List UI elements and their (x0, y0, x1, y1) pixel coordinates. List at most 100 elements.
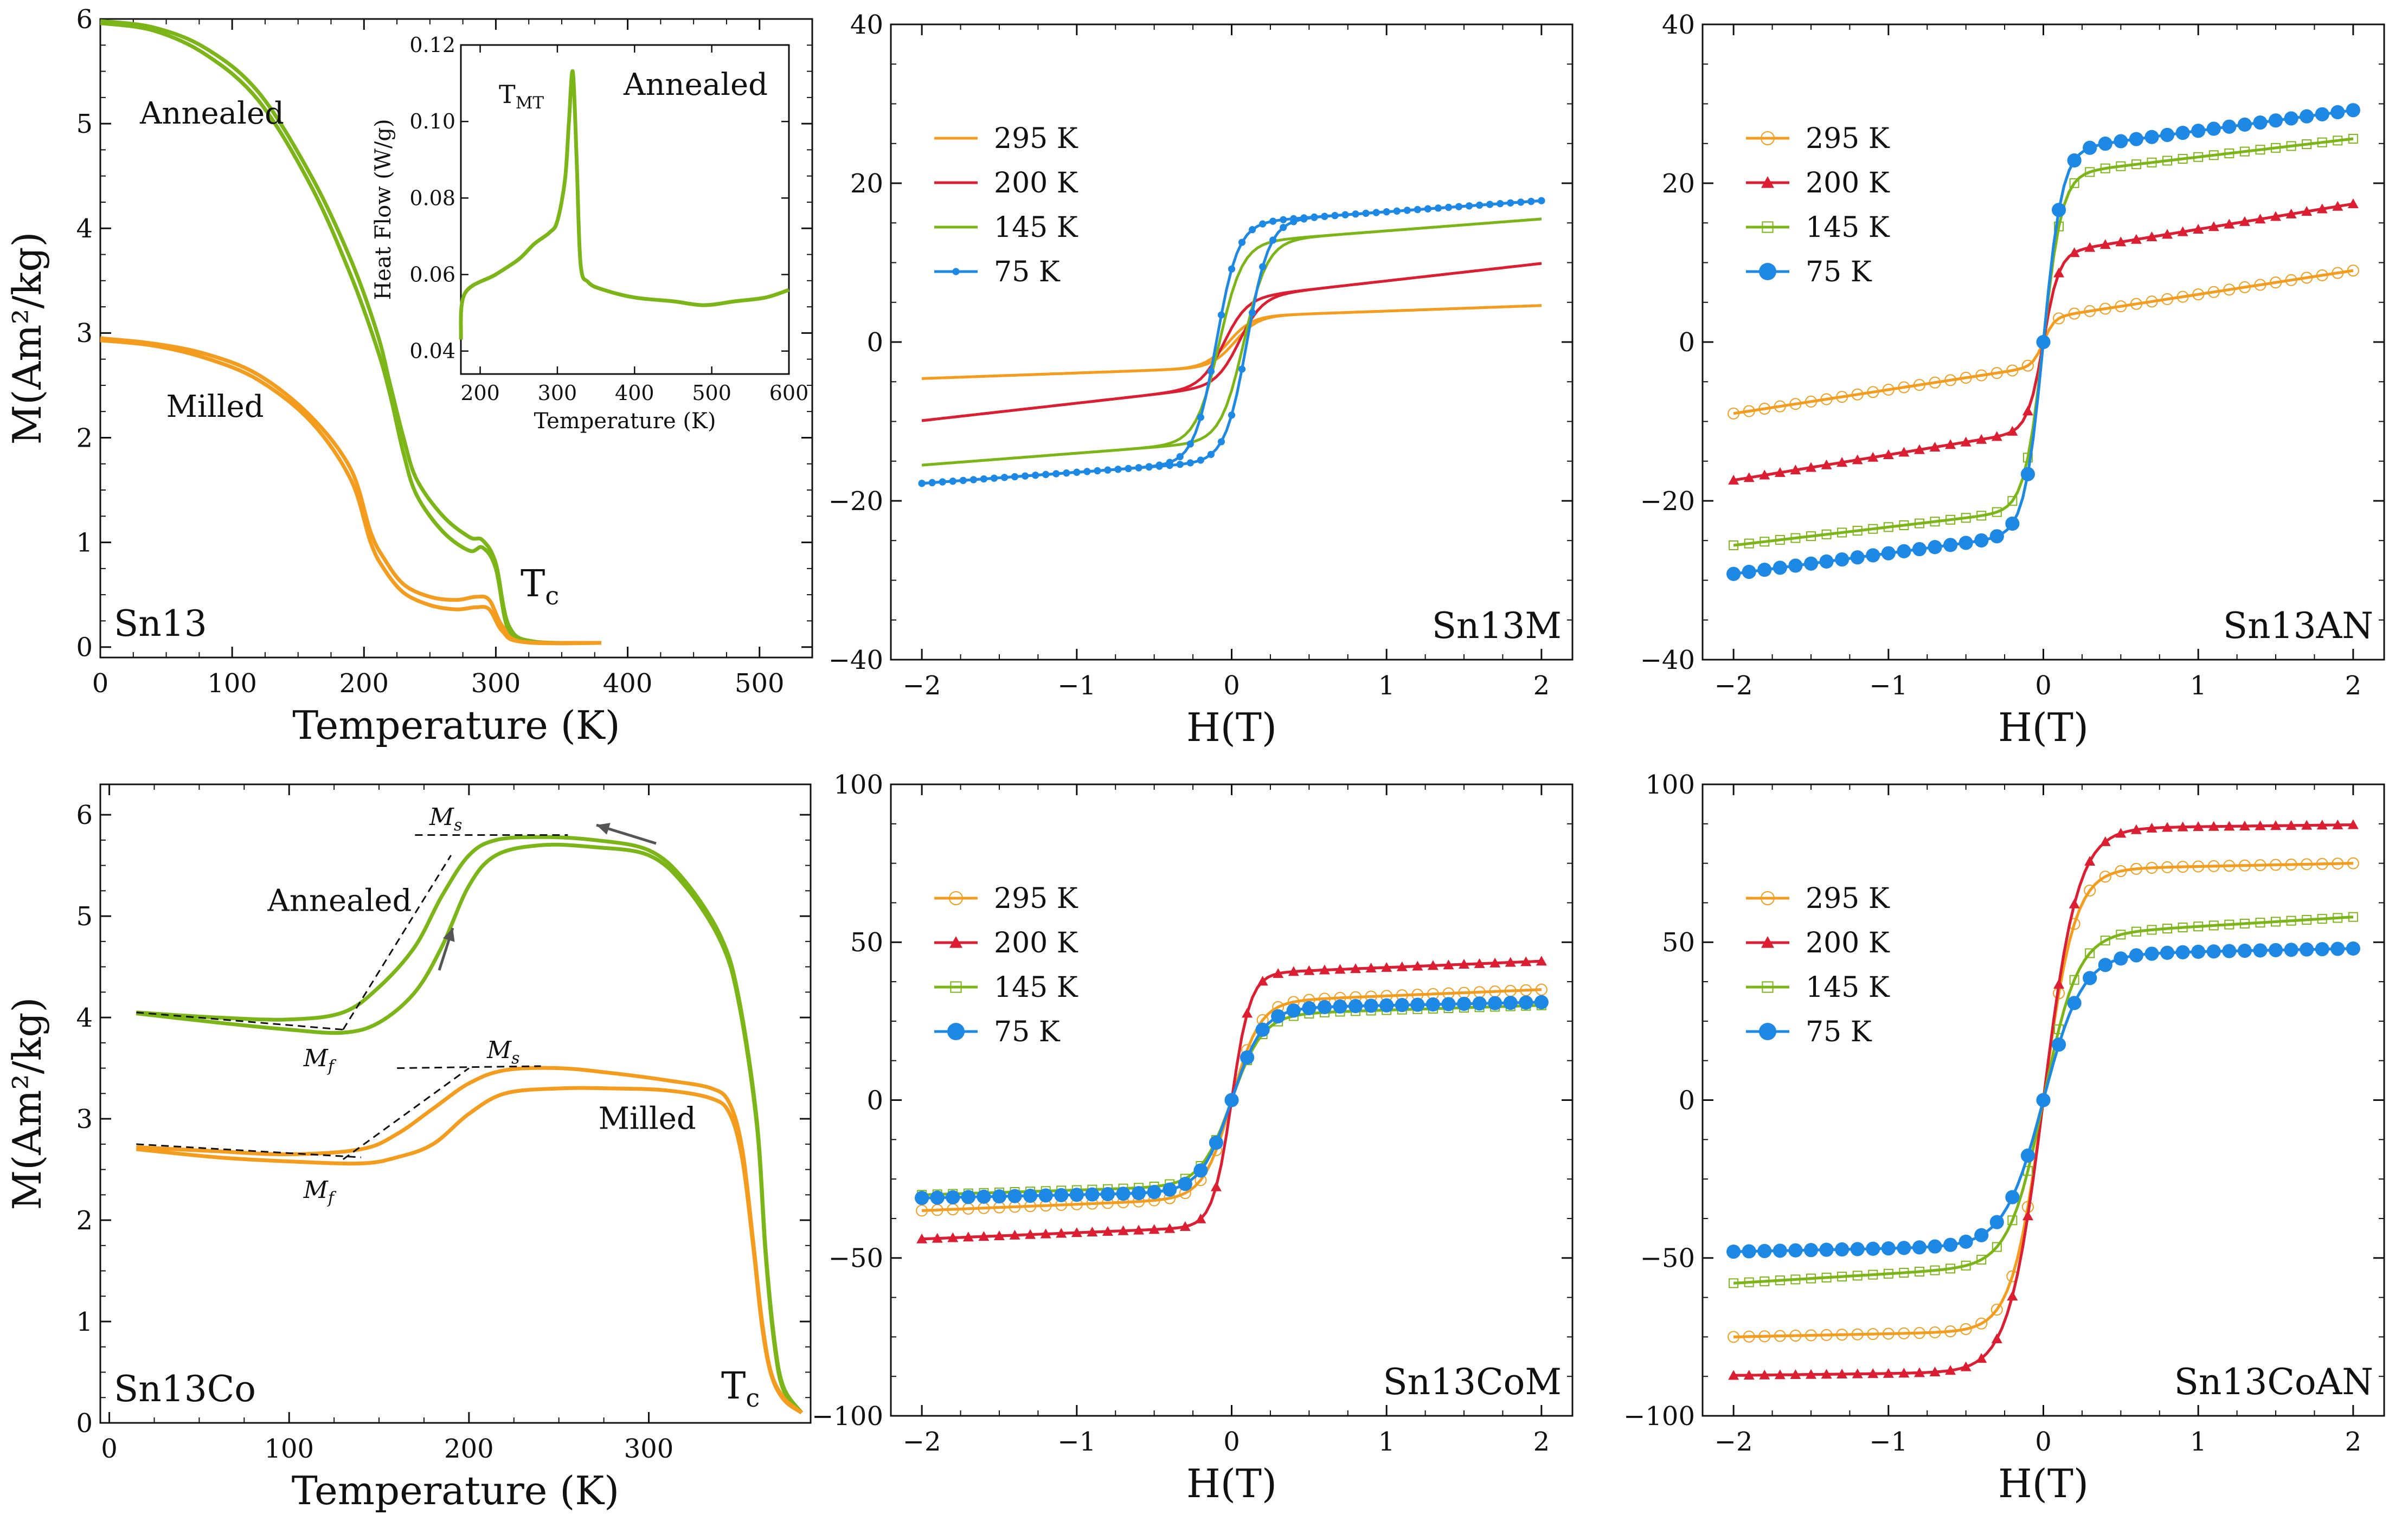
data-point (2100, 936, 2110, 946)
data-point (1379, 998, 1394, 1013)
heating-arrow-head (443, 928, 455, 942)
data-point (2301, 820, 2313, 830)
data-point (1945, 1264, 1956, 1274)
data-point (1085, 1187, 1100, 1202)
data-point (2284, 943, 2298, 957)
data-point (1087, 1226, 1098, 1236)
inset-y-axis-title: Heat Flow (W/g) (371, 119, 396, 300)
data-point (1269, 236, 1277, 244)
data-point (952, 268, 960, 275)
data-point (1852, 1368, 1863, 1378)
data-point (1990, 1304, 2003, 1316)
data-point (2162, 822, 2173, 832)
y-tick-label: 0 (76, 1408, 93, 1439)
data-point (2146, 861, 2158, 874)
curve-label: Annealed (139, 96, 284, 131)
data-point (2068, 307, 2080, 320)
data-point (1976, 434, 1987, 444)
data-point (1209, 1136, 1223, 1150)
panel-label: Sn13CoAN (2174, 1361, 2373, 1403)
data-point (1775, 1275, 1785, 1286)
data-point (1912, 542, 1927, 557)
data-point (1883, 449, 1894, 460)
series-line-milled (100, 336, 602, 646)
data-point (916, 1233, 928, 1243)
data-point (1943, 1238, 1958, 1252)
inset-x-tick-label: 600 (769, 381, 809, 405)
x-tick-label: 500 (735, 668, 785, 699)
data-point (1195, 1213, 1206, 1223)
data-point (1331, 211, 1339, 220)
data-point (2330, 942, 2345, 956)
data-point (1166, 459, 1173, 466)
inset-dsc-line (459, 69, 790, 340)
y-tick-label: −100 (812, 1401, 883, 1432)
data-point (2084, 856, 2096, 866)
y-tick-label: 2 (76, 423, 93, 453)
data-point (2301, 858, 2313, 871)
cooling-arrow-head (596, 823, 611, 835)
data-point (2346, 103, 2360, 118)
x-tick-label: 400 (603, 668, 653, 699)
data-point (2146, 295, 2158, 308)
data-point (1729, 1278, 1739, 1288)
data-point (1507, 199, 1514, 207)
data-point (1774, 1330, 1786, 1342)
x-axis-title: H(T) (1998, 705, 2089, 750)
data-point (1197, 414, 1204, 421)
legend-label: 75 K (1806, 256, 1872, 288)
data-point (2208, 150, 2219, 160)
data-point (1009, 1229, 1020, 1240)
data-point (2053, 267, 2065, 278)
data-point (2099, 239, 2111, 249)
inset-y-tick-label: 0.04 (409, 339, 455, 363)
data-point (1443, 959, 1454, 970)
data-point (930, 1190, 945, 1205)
data-point (980, 475, 988, 483)
data-point (2348, 912, 2358, 922)
data-point (1775, 534, 1785, 545)
data-point (959, 476, 967, 484)
data-point (1805, 462, 1816, 472)
chart-panel-p2: −2 −1 0 1 2 −40 −20 0 20 40 295 K 200 K 145 K 75 K Sn1… (829, 10, 1574, 750)
data-point (1758, 403, 1771, 415)
data-point (1790, 465, 1801, 475)
data-point (1317, 1000, 1332, 1014)
data-point (969, 476, 977, 484)
data-point (2316, 858, 2328, 870)
data-point (1240, 1050, 1255, 1065)
inset-y-tick-label: 0.10 (409, 109, 455, 133)
data-point (978, 1231, 990, 1241)
data-point (2239, 216, 2250, 226)
data-point (1455, 203, 1463, 210)
data-point (1527, 197, 1535, 205)
data-point (1465, 202, 1473, 210)
series-75k: 75 K (1726, 941, 2360, 1259)
data-point (2285, 208, 2297, 218)
x-tick-label: 1 (2190, 671, 2207, 701)
data-point (1898, 1368, 1910, 1378)
data-point (1073, 468, 1081, 476)
data-point (1881, 546, 1896, 560)
data-point (1897, 1241, 1911, 1255)
x-tick-label: 0 (101, 1434, 118, 1464)
data-point (1248, 309, 1256, 317)
x-tick-label: 100 (264, 1434, 314, 1464)
data-point (1866, 1241, 1880, 1256)
x-tick-label: 200 (444, 1434, 494, 1464)
legend-label: 200 K (994, 167, 1078, 199)
data-point (946, 1190, 960, 1204)
x-axis-title: Temperature (K) (292, 703, 620, 748)
data-point (2069, 247, 2080, 257)
data-point (1883, 1368, 1894, 1378)
data-point (1475, 201, 1484, 209)
data-point (2022, 405, 2033, 416)
data-point (1457, 996, 1472, 1011)
data-point (2098, 137, 2112, 151)
data-point (2161, 293, 2174, 305)
series-line-annealed (100, 21, 602, 645)
ms-label-sub: s (511, 1049, 519, 1068)
data-point (2222, 119, 2237, 134)
data-point (1269, 217, 1277, 225)
data-point (2223, 860, 2236, 872)
